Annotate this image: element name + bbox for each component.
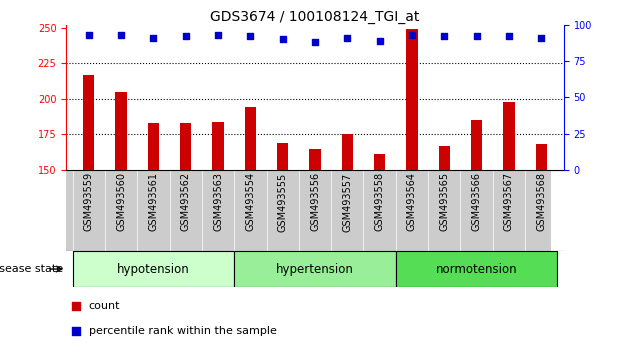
Text: GSM493557: GSM493557 bbox=[342, 172, 352, 232]
Point bbox=[245, 34, 255, 39]
Text: count: count bbox=[89, 301, 120, 311]
Bar bbox=[244, 107, 256, 170]
Point bbox=[310, 39, 320, 45]
Text: GSM493559: GSM493559 bbox=[84, 172, 94, 232]
Text: GSM493562: GSM493562 bbox=[181, 172, 191, 232]
Bar bbox=[148, 123, 159, 170]
Text: GSM493558: GSM493558 bbox=[375, 172, 385, 232]
Bar bbox=[396, 251, 558, 287]
Text: GSM493564: GSM493564 bbox=[407, 172, 417, 232]
Text: GSM493563: GSM493563 bbox=[213, 172, 223, 232]
Point bbox=[181, 34, 191, 39]
Text: hypertension: hypertension bbox=[276, 263, 354, 275]
Bar bbox=[536, 144, 547, 170]
Text: GSM493568: GSM493568 bbox=[536, 172, 546, 232]
Text: GSM493561: GSM493561 bbox=[149, 172, 158, 232]
Point bbox=[439, 34, 449, 39]
Text: GSM493565: GSM493565 bbox=[439, 172, 449, 232]
Point bbox=[149, 35, 159, 41]
Point bbox=[375, 38, 385, 44]
Point bbox=[471, 34, 481, 39]
Point bbox=[536, 35, 546, 41]
Point bbox=[342, 35, 352, 41]
Title: GDS3674 / 100108124_TGI_at: GDS3674 / 100108124_TGI_at bbox=[210, 10, 420, 24]
Bar bbox=[180, 123, 192, 170]
Point bbox=[213, 32, 223, 38]
Point bbox=[504, 34, 514, 39]
Bar bbox=[115, 92, 127, 170]
Text: normotension: normotension bbox=[436, 263, 517, 275]
Point bbox=[84, 32, 94, 38]
Bar bbox=[234, 251, 396, 287]
Text: disease state: disease state bbox=[0, 264, 63, 274]
Bar bbox=[309, 149, 321, 170]
Point bbox=[407, 32, 417, 38]
Bar bbox=[406, 29, 418, 170]
Bar bbox=[374, 154, 386, 170]
Text: GSM493560: GSM493560 bbox=[116, 172, 126, 232]
Text: GSM493566: GSM493566 bbox=[472, 172, 481, 232]
Text: percentile rank within the sample: percentile rank within the sample bbox=[89, 326, 277, 336]
Bar bbox=[83, 75, 94, 170]
Bar bbox=[212, 121, 224, 170]
Text: GSM493556: GSM493556 bbox=[310, 172, 320, 232]
Bar bbox=[72, 251, 234, 287]
Bar bbox=[471, 120, 482, 170]
Point bbox=[278, 36, 288, 42]
Text: GSM493554: GSM493554 bbox=[245, 172, 255, 232]
Text: GSM493555: GSM493555 bbox=[278, 172, 288, 232]
Bar bbox=[438, 146, 450, 170]
Point bbox=[401, 203, 411, 209]
Text: hypotension: hypotension bbox=[117, 263, 190, 275]
Text: GSM493567: GSM493567 bbox=[504, 172, 514, 232]
Point bbox=[116, 32, 126, 38]
Bar bbox=[341, 135, 353, 170]
Bar bbox=[503, 102, 515, 170]
Bar bbox=[277, 143, 289, 170]
